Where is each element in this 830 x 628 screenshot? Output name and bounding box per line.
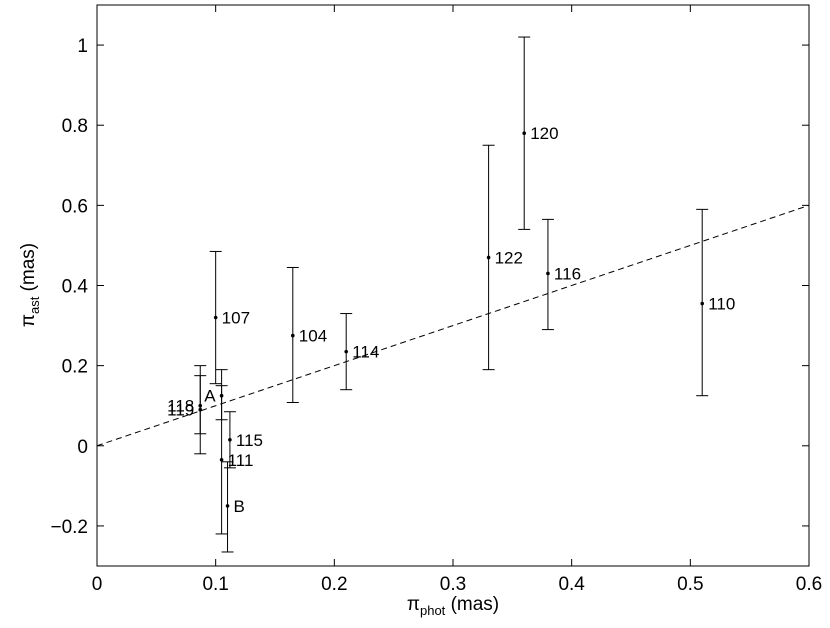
data-point <box>700 301 704 306</box>
point-label: 120 <box>530 124 558 143</box>
data-point <box>225 504 230 508</box>
y-tick-label: 0.2 <box>62 357 88 378</box>
y-tick-label: −0.2 <box>50 517 88 538</box>
data-point-group: 119 <box>167 375 207 435</box>
point-label: 115 <box>236 431 263 450</box>
point-label: A <box>204 387 216 406</box>
data-point <box>344 349 349 354</box>
axis-ticks: 0 0.1 0.2 0.3 0.4 0.5 0.6 −0.2 0 0.2 0.4 0.6 0.8 1 <box>50 5 822 595</box>
data-point-group: 104 <box>286 266 327 404</box>
data-point <box>486 255 491 260</box>
x-axis-symbol: π <box>407 594 420 615</box>
x-axis-unit: (mas) <box>445 594 499 615</box>
data-point <box>522 131 526 136</box>
x-tick-label: 0.3 <box>440 574 466 595</box>
reference-dashed-line <box>96 204 810 447</box>
y-tick-label: 1 <box>77 36 88 57</box>
data-point-group: 111 <box>215 385 254 535</box>
point-label: 122 <box>495 248 523 267</box>
data-point-group: 120 <box>518 36 559 230</box>
data-point-group: 115 <box>223 411 263 469</box>
data-point <box>228 437 232 442</box>
point-label: 118 <box>167 397 194 416</box>
data-point-group: 116 <box>541 218 581 331</box>
point-label: 116 <box>554 264 581 283</box>
y-axis-symbol: π <box>18 314 39 327</box>
point-label: 119 <box>167 401 194 420</box>
x-tick-label: 0.4 <box>558 574 585 595</box>
data-point <box>546 271 550 276</box>
data-point-group: 110 <box>696 208 735 397</box>
x-tick-label: 0 <box>92 574 103 595</box>
data-point-group: B <box>221 461 245 553</box>
point-label: 111 <box>228 451 254 470</box>
y-tick-label: 0.6 <box>62 196 88 217</box>
point-label: 107 <box>222 309 250 328</box>
x-tick-label: 0.1 <box>202 574 228 595</box>
data-point-group: 122 <box>482 144 523 371</box>
point-label: 114 <box>352 343 379 362</box>
data-point <box>291 333 295 338</box>
x-tick-label: 0.6 <box>796 574 822 595</box>
y-tick-label: 0.4 <box>62 277 89 298</box>
x-tick-label: 0.5 <box>677 574 703 595</box>
x-tick-label: 0.2 <box>321 574 347 595</box>
x-axis-subscript: phot <box>420 603 446 618</box>
data-point <box>219 458 224 462</box>
y-tick-label: 0 <box>77 437 88 458</box>
y-axis-unit: (mas) <box>18 243 39 297</box>
data-point <box>198 407 203 412</box>
data-point <box>213 315 218 320</box>
y-tick-label: 0.8 <box>62 116 88 137</box>
x-axis-label: πphot (mas) <box>407 594 499 618</box>
point-label: 110 <box>708 295 735 314</box>
data-point-group: 107 <box>209 250 250 385</box>
reference-line-layer <box>96 204 810 447</box>
point-label: 104 <box>299 327 327 346</box>
y-axis-subscript: ast <box>27 296 42 314</box>
point-label: B <box>234 497 245 516</box>
y-axis-label: πast (mas) <box>18 243 42 327</box>
data-point-group: 114 <box>340 313 379 391</box>
